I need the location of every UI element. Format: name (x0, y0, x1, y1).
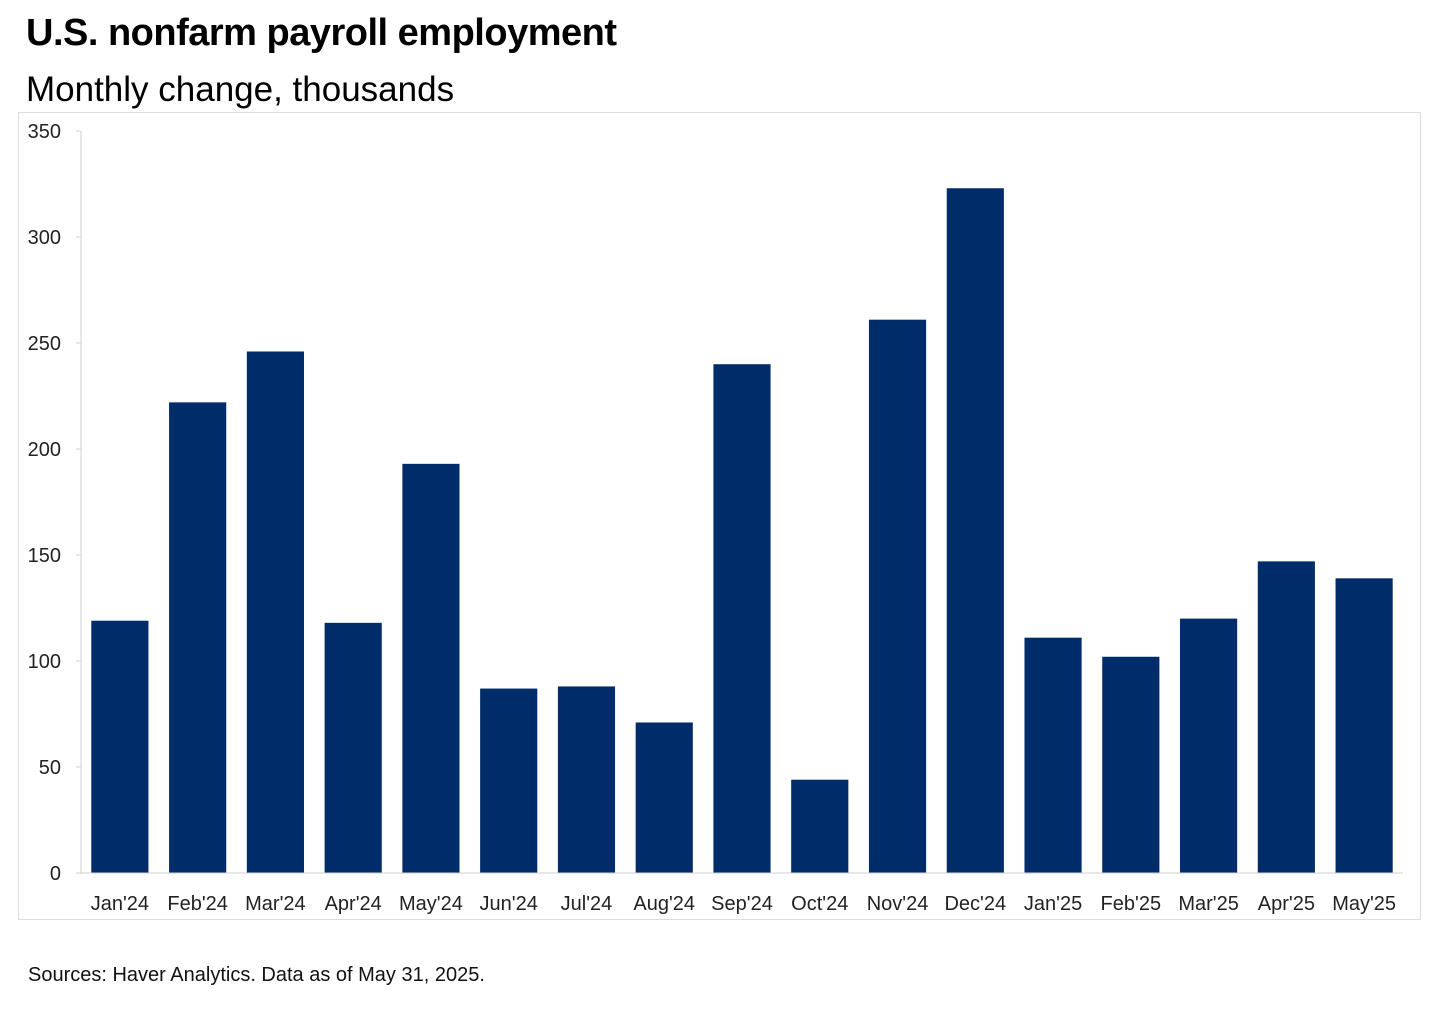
x-tick-label: Feb'24 (167, 893, 228, 915)
x-tick-label: Apr'24 (325, 893, 382, 915)
y-tick-label: 200 (28, 439, 61, 461)
bar (1180, 618, 1238, 873)
bar (402, 463, 460, 873)
bar (557, 686, 616, 873)
y-tick-label: 50 (39, 757, 61, 779)
y-axis: 0 50 100 150 200 250 300 350 (28, 121, 82, 885)
bar (246, 351, 304, 873)
x-tick-label: May'24 (399, 893, 463, 915)
bar (791, 779, 849, 873)
bar (713, 364, 771, 873)
x-tick-label: May'25 (1332, 893, 1396, 915)
bar (1024, 637, 1082, 873)
x-tick-label: Feb'25 (1101, 893, 1162, 915)
x-tick-label: Jan'24 (91, 893, 149, 915)
y-tick-label: 350 (28, 121, 61, 143)
chart-title: U.S. nonfarm payroll employment (26, 12, 617, 54)
bar (480, 688, 538, 873)
x-axis: Jan'24 Feb'24 Mar'24 Apr'24 May'24 Jun'24 Jul'… (81, 872, 1403, 915)
x-tick-label: Dec'24 (944, 893, 1006, 915)
bar (1335, 578, 1393, 873)
y-tick-label: 250 (28, 333, 61, 355)
bar (635, 722, 693, 873)
x-tick-label: Mar'25 (1178, 893, 1239, 915)
y-tick-label: 0 (50, 863, 61, 885)
x-tick-label: Jan'25 (1024, 893, 1082, 915)
bar (1257, 561, 1315, 873)
x-tick-label: Jun'24 (480, 893, 538, 915)
x-tick-label: Apr'25 (1258, 893, 1315, 915)
chart-subtitle: Monthly change, thousands (26, 70, 455, 109)
bar-chart: 0 50 100 150 200 250 300 350 Jan'24 Feb'24 Mar'24… (28, 121, 1403, 915)
bars (91, 188, 1393, 873)
x-tick-label: Jul'24 (561, 893, 613, 915)
x-tick-label: Sep'24 (711, 893, 773, 915)
y-tick-label: 100 (28, 651, 61, 673)
bar (1102, 656, 1160, 873)
source-note: Sources: Haver Analytics. Data as of May… (28, 964, 485, 986)
x-tick-label: Oct'24 (791, 893, 848, 915)
bar (868, 319, 927, 873)
x-tick-label: Nov'24 (867, 893, 929, 915)
x-tick-label: Mar'24 (245, 893, 306, 915)
y-tick-label: 150 (28, 545, 61, 567)
chart-frame: 0 50 100 150 200 250 300 350 Jan'24 Feb'24 Mar'24… (18, 112, 1421, 920)
bar (324, 622, 382, 873)
bar (946, 188, 1004, 873)
bar (91, 620, 149, 873)
bar (169, 402, 227, 873)
y-tick-label: 300 (28, 227, 61, 249)
x-tick-label: Aug'24 (633, 893, 695, 915)
